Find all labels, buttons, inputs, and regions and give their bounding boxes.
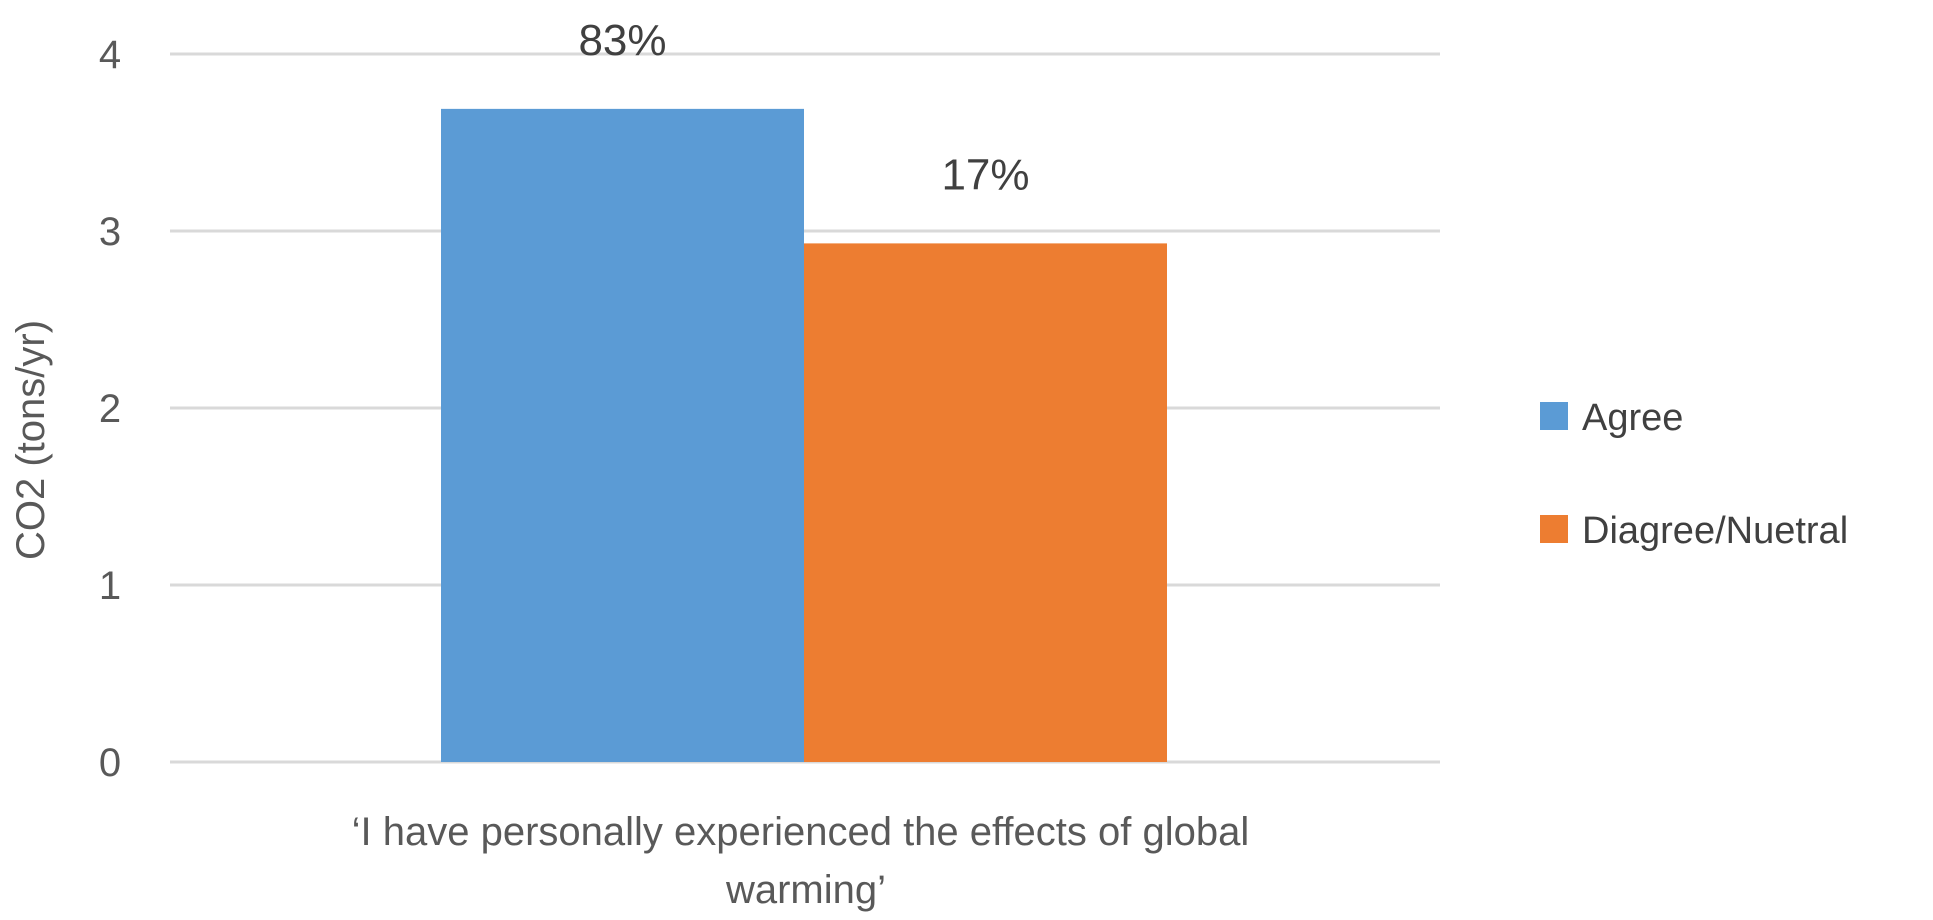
data-label-agree: 83% bbox=[578, 16, 666, 65]
legend-label-disagree-neutral: Diagree/Nuetral bbox=[1582, 510, 1848, 552]
y-axis-title: CO2 (tons/yr) bbox=[9, 320, 53, 560]
x-category-label: ‘I have personally experienced the effec… bbox=[352, 810, 1261, 912]
legend-item-agree: Agree bbox=[1540, 397, 1683, 439]
legend-label-agree: Agree bbox=[1582, 397, 1683, 439]
x-category-label-line-2: warming’ bbox=[725, 868, 886, 912]
data-label-diagree-nuetral: 17% bbox=[941, 150, 1029, 199]
bar-diagree-nuetral bbox=[804, 243, 1167, 762]
y-tick-label: 0 bbox=[99, 741, 121, 785]
legend-swatch-disagree-neutral bbox=[1540, 515, 1568, 543]
legend-item-disagree-neutral: Diagree/Nuetral bbox=[1540, 510, 1848, 552]
x-category-label-line-1: ‘I have personally experienced the effec… bbox=[352, 810, 1250, 854]
data-labels: 83% 17% bbox=[578, 16, 1029, 200]
y-tick-label: 1 bbox=[99, 564, 121, 608]
y-tick-label: 3 bbox=[99, 210, 121, 254]
bar-agree bbox=[441, 108, 804, 763]
legend-swatch-agree bbox=[1540, 402, 1568, 430]
y-tick-label: 2 bbox=[99, 387, 121, 431]
y-axis-ticks: 0 1 2 3 4 bbox=[99, 33, 121, 785]
bars bbox=[441, 108, 1167, 763]
y-tick-label: 4 bbox=[99, 33, 121, 77]
legend: Agree Diagree/Nuetral bbox=[1540, 397, 1848, 552]
